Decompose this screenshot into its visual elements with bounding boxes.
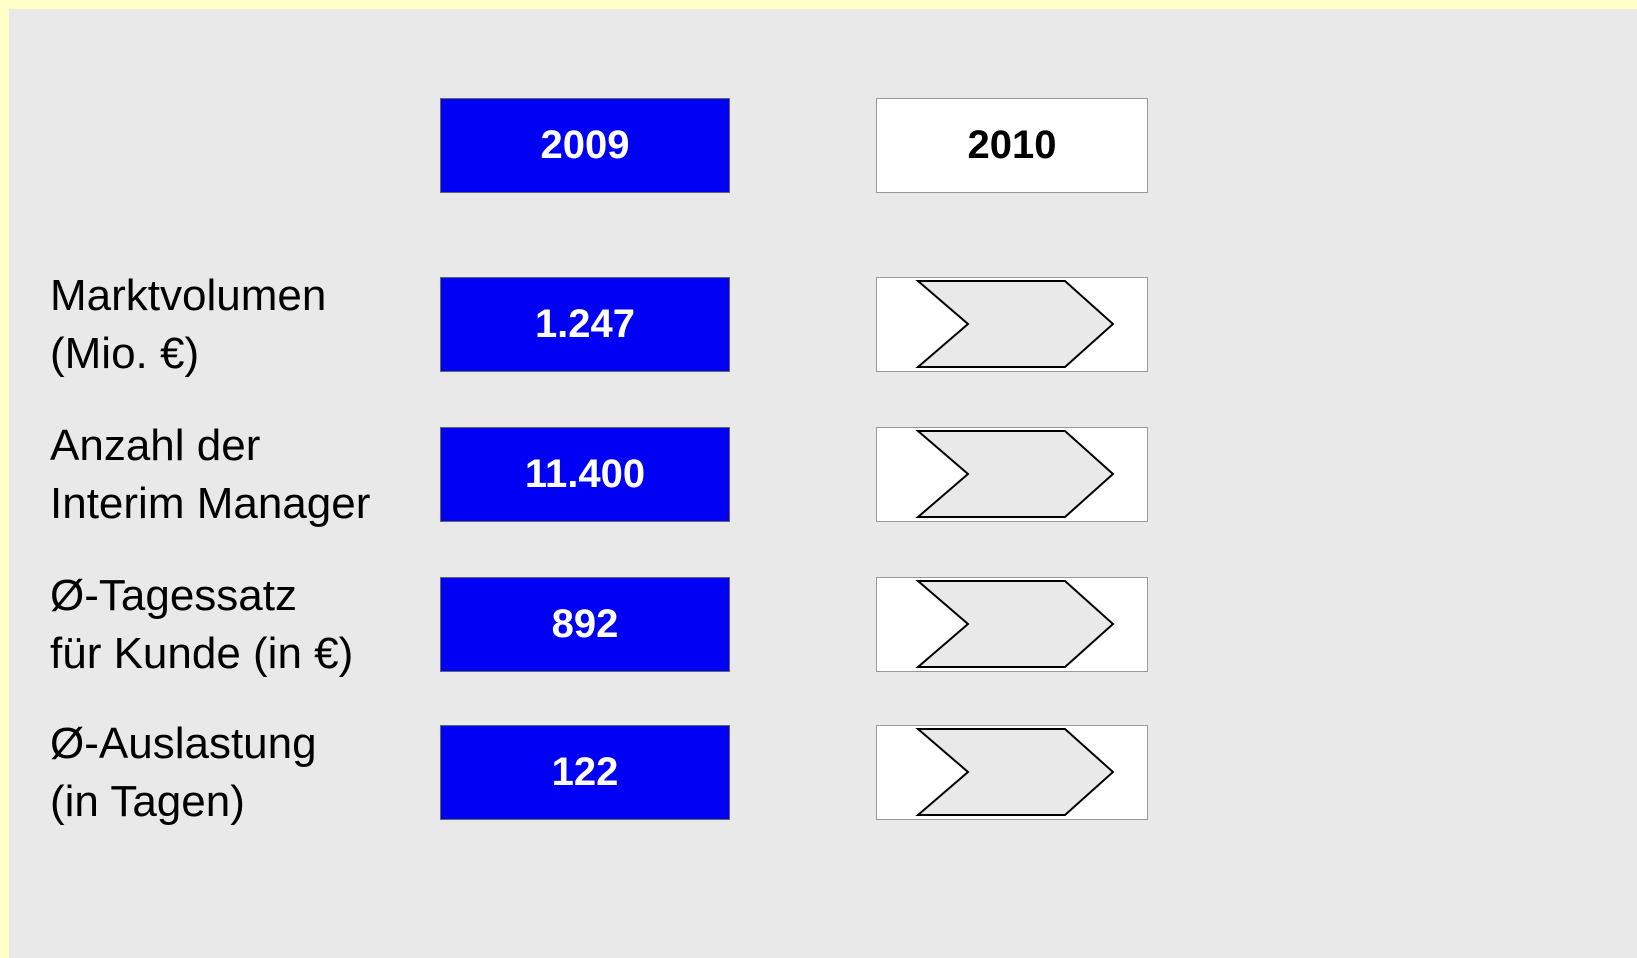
chevron-icon [914, 727, 1114, 816]
chevron [914, 579, 1114, 668]
empty-cell [876, 577, 1148, 672]
chevron-icon [914, 429, 1114, 518]
row-label: Marktvolumen (Mio. €) [50, 267, 326, 383]
value-cell: 122 [440, 725, 730, 820]
empty-cell [876, 277, 1148, 372]
chevron [914, 429, 1114, 518]
chevron [914, 727, 1114, 816]
label-line: (Mio. €) [50, 329, 200, 378]
empty-cell [876, 427, 1148, 522]
row-label: Ø-Tagessatz für Kunde (in €) [50, 567, 353, 683]
label-line: Marktvolumen [50, 271, 327, 320]
year-header: 2010 [876, 98, 1148, 193]
year-header: 2009 [440, 98, 730, 193]
empty-cell [876, 725, 1148, 820]
label-line: Anzahl der [50, 421, 261, 470]
chevron [914, 279, 1114, 368]
label-line: für Kunde (in €) [50, 629, 354, 678]
label-line: Ø-Auslastung [50, 719, 317, 768]
value-cell: 892 [440, 577, 730, 672]
label-line: Interim Manager [50, 479, 371, 528]
label-line: (in Tagen) [50, 777, 245, 826]
chevron-icon [914, 579, 1114, 668]
panel: 2009 2010 Marktvolumen (Mio. €) 1.247 Anzahl … [9, 9, 1637, 958]
row-label: Anzahl der Interim Manager [50, 417, 370, 533]
value-cell: 1.247 [440, 277, 730, 372]
value-cell: 11.400 [440, 427, 730, 522]
label-line: Ø-Tagessatz [50, 571, 297, 620]
row-label: Ø-Auslastung (in Tagen) [50, 715, 317, 831]
chevron-icon [914, 279, 1114, 368]
